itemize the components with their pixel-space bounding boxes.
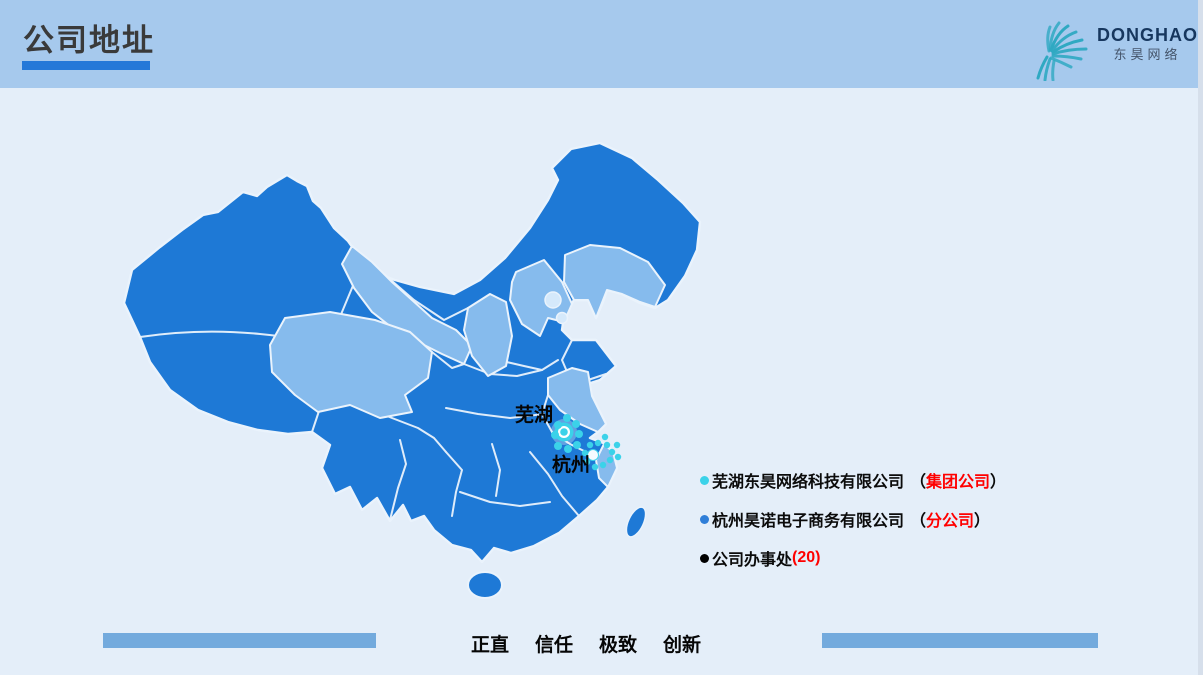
title-underline [22,61,150,70]
wuhu-marker [551,414,583,453]
hangzhou-marker [581,433,622,471]
legend-item-offices: 公司办事处 (20) [700,546,1006,570]
legend-tag-red: 分公司 [926,513,975,530]
island-hainan [467,571,503,599]
legend-tag-red: 集团公司 [926,474,991,491]
province-beijing [544,291,562,309]
logo-subtitle: 东昊网络 [1113,46,1182,62]
province-shanxi [463,293,513,377]
left-accent-bar [103,633,376,648]
legend-company-name: 公司办事处 [712,552,793,569]
cyan-dot-icon [700,475,709,485]
feather-icon [1036,21,1088,81]
province-gansu [341,245,473,365]
page-title: 公司地址 [23,23,155,58]
province-jiangsu [547,367,607,433]
province-northeast [563,244,666,319]
province-tianjin [555,311,569,325]
legend-company-name: 芜湖东昊网络科技有限公司 [712,474,905,491]
company-logo: DONGHAO 东昊网络 [1033,4,1197,84]
label-hangzhou: 杭州 [552,453,590,476]
company-motto: 正直 信任 极致 创新 [376,630,796,657]
logo-text-block: DONGHAO 东昊网络 [1097,24,1198,63]
legend-item-group-company: 芜湖东昊网络科技有限公司 （ 集团公司 ） [700,468,1006,492]
legend-company-name: 杭州昊诺电子商务有限公司 [712,513,905,530]
island-taiwan [625,506,647,538]
motto-word: 信任 [534,635,573,656]
china-map: 芜湖 杭州 [122,141,702,599]
highlight-provinces [269,244,666,488]
wuhu-office-dots [551,414,583,453]
legend-tag-red: (20) [792,549,821,566]
logo-name: DONGHAO [1097,25,1198,46]
hangzhou-office-dots [581,433,622,471]
motto-word: 正直 [470,635,509,656]
black-dot-icon [700,553,709,563]
header-band: 公司地址 DONGHAO [0,0,1203,88]
motto-word: 创新 [663,635,702,656]
motto-word: 极致 [599,635,638,656]
province-qinghai [269,311,433,419]
legend-item-branch-company: 杭州昊诺电子商务有限公司 （ 分公司 ） [700,507,1006,531]
right-accent-bar [822,633,1098,648]
label-wuhu: 芜湖 [515,403,553,426]
blue-dot-icon [700,514,709,524]
slide-right-edge [1198,0,1203,675]
legend: 芜湖东昊网络科技有限公司 （ 集团公司 ） 杭州昊诺电子商务有限公司 （ 分公司… [700,468,1006,570]
